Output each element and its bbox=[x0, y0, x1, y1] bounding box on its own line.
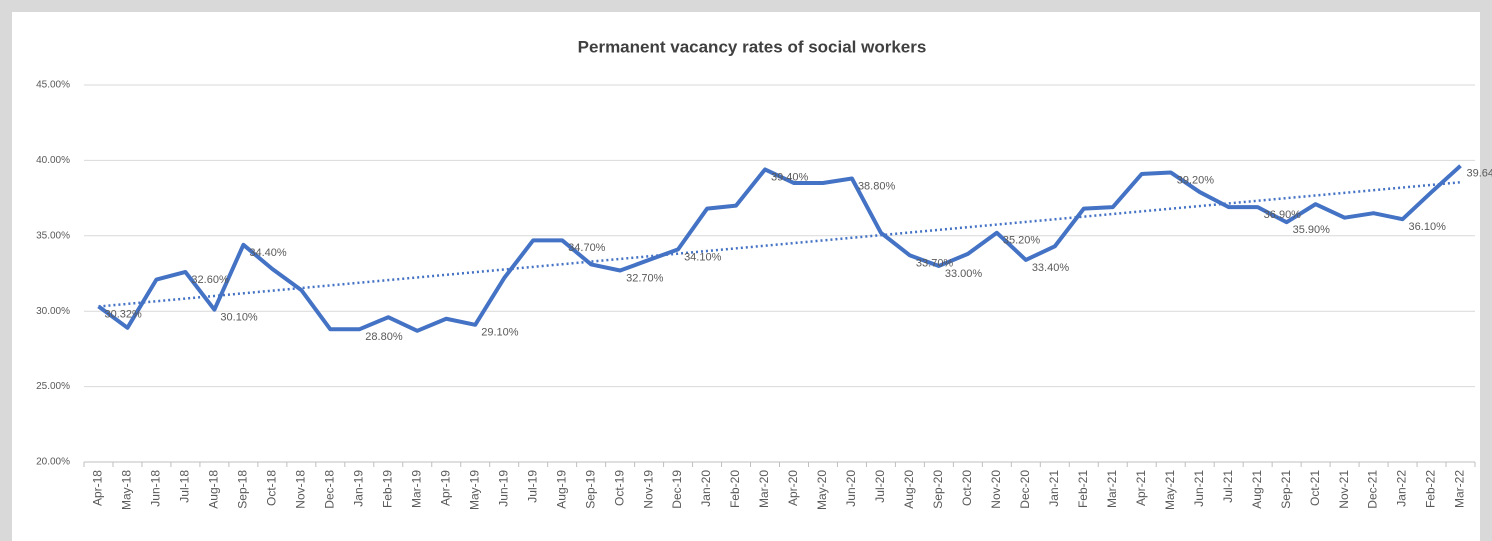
x-tick-label: Apr-18 bbox=[91, 470, 105, 506]
data-label: 29.10% bbox=[481, 327, 519, 339]
x-tick-label: Feb-22 bbox=[1424, 470, 1438, 508]
x-tick-label: Feb-20 bbox=[728, 470, 742, 508]
data-label: 32.70% bbox=[626, 272, 664, 284]
x-tick-label: Jun-20 bbox=[844, 470, 858, 507]
data-label: 28.80% bbox=[365, 331, 403, 343]
x-tick-label: Apr-21 bbox=[1134, 470, 1148, 506]
x-tick-label: Oct-21 bbox=[1308, 470, 1322, 506]
x-tick-label: Sep-21 bbox=[1279, 470, 1293, 509]
data-label: 39.64% bbox=[1467, 168, 1492, 180]
x-tick-label: Jul-20 bbox=[873, 470, 887, 503]
x-tick-label: Mar-19 bbox=[409, 470, 423, 508]
x-tick-label: Nov-21 bbox=[1337, 470, 1351, 509]
x-tick-label: Aug-20 bbox=[902, 470, 916, 509]
x-tick-label: Nov-19 bbox=[641, 470, 655, 509]
data-label: 33.40% bbox=[1032, 262, 1070, 274]
x-tick-label: Nov-18 bbox=[294, 470, 308, 509]
x-tick-label: Jun-18 bbox=[149, 470, 163, 507]
data-label: 35.20% bbox=[1003, 235, 1041, 247]
x-tick-label: Jan-21 bbox=[1047, 470, 1061, 507]
x-tick-label: Sep-20 bbox=[931, 470, 945, 509]
chart-title: Permanent vacancy rates of social worker… bbox=[578, 37, 927, 56]
data-label: 30.10% bbox=[220, 312, 258, 324]
data-label: 33.00% bbox=[945, 268, 983, 280]
x-tick-label: Jan-19 bbox=[351, 470, 365, 507]
data-label: 36.10% bbox=[1409, 221, 1447, 233]
data-label: 30.32% bbox=[104, 308, 142, 320]
y-tick-label: 20.00% bbox=[36, 457, 70, 468]
x-tick-label: May-19 bbox=[467, 470, 481, 510]
x-tick-label: Jun-19 bbox=[496, 470, 510, 507]
x-tick-label: Aug-18 bbox=[207, 470, 221, 509]
x-tick-label: May-21 bbox=[1163, 470, 1177, 510]
x-tick-label: May-18 bbox=[120, 470, 134, 510]
y-tick-label: 25.00% bbox=[36, 381, 70, 392]
chart-area bbox=[12, 12, 1480, 541]
x-tick-label: Jul-18 bbox=[178, 470, 192, 503]
x-tick-label: Jul-21 bbox=[1221, 470, 1235, 503]
data-label: 35.90% bbox=[1293, 224, 1331, 236]
x-tick-label: Jun-21 bbox=[1192, 470, 1206, 507]
data-label: 32.60% bbox=[191, 274, 229, 286]
x-tick-label: Aug-21 bbox=[1250, 470, 1264, 509]
x-tick-label: Apr-20 bbox=[786, 470, 800, 506]
y-tick-label: 35.00% bbox=[36, 230, 70, 241]
x-tick-label: Dec-20 bbox=[1018, 470, 1032, 509]
x-tick-label: Dec-19 bbox=[670, 470, 684, 509]
x-tick-label: Mar-22 bbox=[1453, 470, 1467, 508]
x-tick-label: Oct-20 bbox=[960, 470, 974, 506]
data-label: 38.80% bbox=[858, 180, 896, 192]
x-tick-label: Jan-22 bbox=[1395, 470, 1409, 507]
x-tick-label: Jan-20 bbox=[699, 470, 713, 507]
x-tick-label: Aug-19 bbox=[554, 470, 568, 509]
y-tick-label: 45.00% bbox=[36, 80, 70, 91]
data-label: 34.10% bbox=[684, 251, 722, 263]
x-tick-label: Apr-19 bbox=[438, 470, 452, 506]
x-tick-label: Jul-19 bbox=[525, 470, 539, 503]
data-label: 39.20% bbox=[1177, 174, 1215, 186]
x-tick-label: Dec-18 bbox=[322, 470, 336, 509]
data-label: 34.70% bbox=[568, 242, 606, 254]
x-tick-label: Oct-18 bbox=[265, 470, 279, 506]
y-tick-label: 30.00% bbox=[36, 306, 70, 317]
x-tick-label: Feb-21 bbox=[1076, 470, 1090, 508]
x-tick-label: Mar-21 bbox=[1105, 470, 1119, 508]
data-label: 33.70% bbox=[916, 257, 954, 269]
data-label: 34.40% bbox=[249, 247, 287, 259]
y-tick-label: 40.00% bbox=[36, 155, 70, 166]
line-series bbox=[97, 164, 1462, 333]
x-tick-label: Sep-19 bbox=[583, 470, 597, 509]
x-tick-label: Feb-19 bbox=[380, 470, 394, 508]
data-label: 36.90% bbox=[1264, 209, 1302, 221]
x-tick-label: Oct-19 bbox=[612, 470, 626, 506]
x-tick-label: May-20 bbox=[815, 470, 829, 510]
x-tick-label: Nov-20 bbox=[989, 470, 1003, 509]
x-tick-label: Dec-21 bbox=[1366, 470, 1380, 509]
x-tick-label: Sep-18 bbox=[236, 470, 250, 509]
x-tick-label: Mar-20 bbox=[757, 470, 771, 508]
data-label: 39.40% bbox=[771, 171, 809, 183]
